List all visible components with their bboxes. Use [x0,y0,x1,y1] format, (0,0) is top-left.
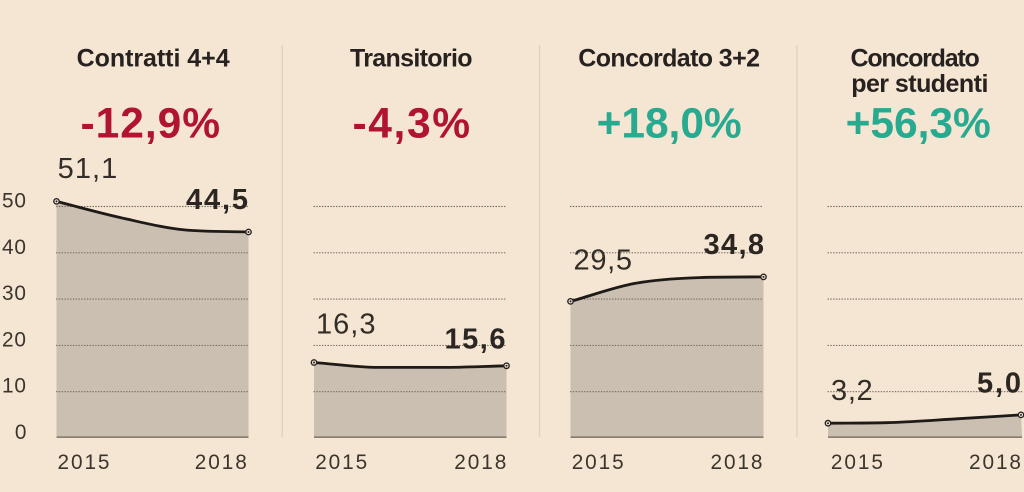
svg-text:29,5: 29,5 [574,245,633,277]
svg-text:2018: 2018 [711,451,763,474]
svg-text:44,5: 44,5 [186,184,248,216]
svg-text:-4,3%: -4,3% [353,101,471,148]
svg-text:51,1: 51,1 [58,153,118,185]
svg-text:16,3: 16,3 [316,309,376,341]
svg-text:2018: 2018 [195,451,247,474]
svg-text:-12,9%: -12,9% [81,101,221,148]
svg-text:Contratti 4+4: Contratti 4+4 [77,45,230,73]
svg-text:per studenti: per studenti [851,70,988,98]
svg-text:2015: 2015 [572,451,624,474]
svg-text:34,8: 34,8 [704,229,765,261]
svg-text:2015: 2015 [831,451,883,474]
svg-text:2018: 2018 [454,451,506,474]
svg-text:Concordato 3+2: Concordato 3+2 [578,45,760,73]
svg-text:50: 50 [2,190,26,213]
svg-text:15,6: 15,6 [445,324,506,356]
svg-text:2018: 2018 [969,451,1021,474]
svg-text:Concordato: Concordato [851,45,980,73]
svg-text:+56,3%: +56,3% [846,101,991,148]
svg-text:5,0: 5,0 [977,368,1021,400]
svg-text:40: 40 [2,236,26,259]
svg-text:2015: 2015 [58,451,110,474]
svg-text:0: 0 [15,421,27,444]
svg-text:10: 10 [2,375,26,398]
svg-text:2015: 2015 [315,451,367,474]
svg-text:+18,0%: +18,0% [597,101,742,148]
svg-text:20: 20 [2,328,26,351]
svg-text:30: 30 [2,282,26,305]
svg-text:3,2: 3,2 [831,375,873,407]
svg-text:Transitorio: Transitorio [350,45,473,73]
